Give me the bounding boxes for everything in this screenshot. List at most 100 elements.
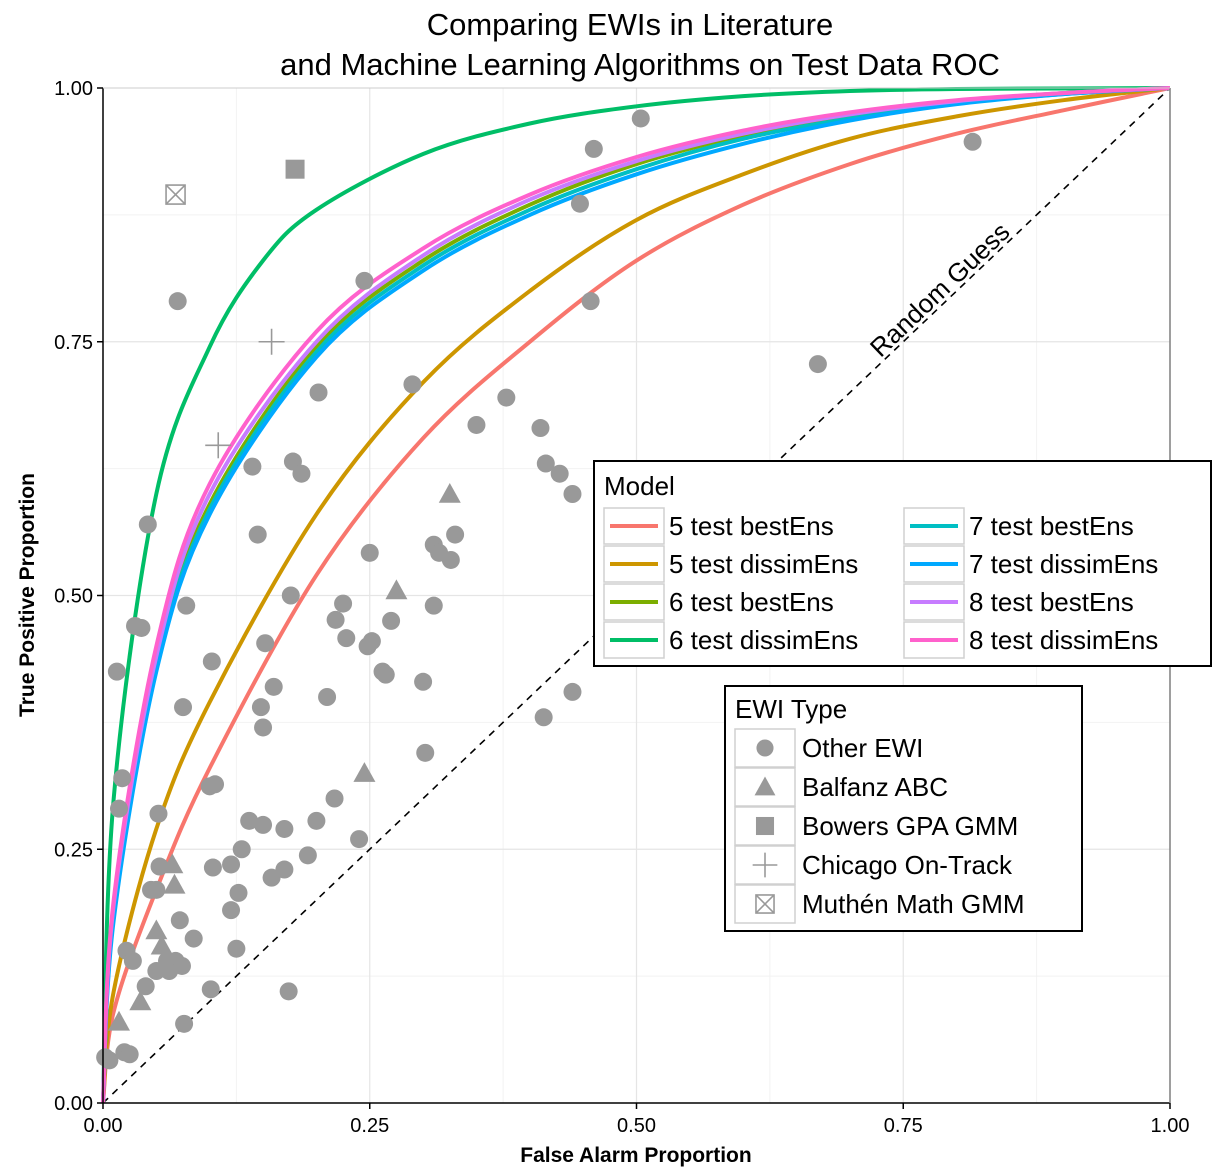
y-tick-label: 1.00 — [54, 78, 93, 100]
ewi-legend-item: Bowers GPA GMM — [734, 806, 1018, 846]
roc-curve-7-test-dissimens — [101, 86, 1171, 1104]
model-legend: Model 5 test bestEns 5 test dissimEns 6 tes… — [593, 460, 1212, 667]
point-other-ewi — [350, 830, 369, 849]
model-legend-item: 7 test dissimEns — [903, 545, 1158, 583]
roc-curve-8-test-dissimens — [101, 86, 1171, 1104]
point-other-ewi — [251, 698, 270, 717]
point-chicago-on-track — [258, 328, 285, 355]
point-other-ewi — [497, 388, 516, 407]
point-other-ewi — [184, 929, 203, 948]
y-tick-label: 0.75 — [54, 332, 93, 354]
point-other-ewi — [326, 610, 345, 629]
ewi-legend-title: EWI Type — [735, 694, 847, 724]
point-other-ewi — [467, 415, 486, 434]
legend-triangle-icon — [754, 776, 776, 796]
title-line-2: and Machine Learning Algorithms on Test … — [280, 47, 1000, 82]
point-other-ewi — [123, 951, 142, 970]
point-other-ewi — [201, 980, 220, 999]
x-tick-label: 1.00 — [1151, 1115, 1190, 1137]
point-other-ewi — [334, 594, 353, 613]
point-other-ewi — [337, 629, 356, 648]
point-other-ewi — [206, 775, 225, 794]
point-other-ewi — [254, 815, 273, 834]
point-other-ewi — [446, 525, 465, 544]
point-other-ewi — [254, 718, 273, 737]
ewi-points — [96, 109, 982, 1070]
ewi-legend-item: Muthén Math GMM — [734, 884, 1025, 924]
point-balfanz-abc — [353, 762, 376, 782]
legend-boxx-icon — [755, 894, 775, 914]
point-other-ewi — [441, 550, 460, 569]
model-legend-item: 8 test dissimEns — [903, 621, 1158, 659]
point-other-ewi — [631, 109, 650, 128]
roc-curve-5-test-dissimens — [101, 86, 1171, 1104]
point-other-ewi — [229, 883, 248, 902]
model-legend-label: 8 test dissimEns — [969, 625, 1158, 655]
model-legend-item: 5 test dissimEns — [603, 545, 858, 583]
point-bowers-gpa-gmm — [285, 159, 305, 179]
point-other-ewi — [536, 454, 555, 473]
roc-curve-6-test-dissimens — [101, 86, 1171, 1104]
point-other-ewi — [534, 708, 553, 727]
point-chicago-on-track — [205, 432, 232, 459]
model-legend-item: 8 test bestEns — [903, 583, 1134, 621]
point-other-ewi — [136, 977, 155, 996]
point-other-ewi — [362, 632, 381, 651]
ewi-legend-item: Chicago On-Track — [734, 845, 1013, 885]
reference-line-layer — [102, 87, 1171, 1104]
point-other-ewi — [808, 355, 827, 374]
point-other-ewi — [243, 457, 262, 476]
point-balfanz-abc — [163, 873, 186, 894]
x-tick-label: 0.25 — [350, 1115, 389, 1137]
point-muthn-math-gmm — [165, 184, 186, 205]
point-other-ewi — [168, 292, 187, 311]
point-other-ewi — [416, 743, 435, 762]
legend-square-icon — [755, 816, 775, 836]
ewi-legend-item: Balfanz ABC — [734, 767, 948, 807]
point-other-ewi — [147, 880, 166, 899]
model-legend-title: Model — [604, 471, 675, 501]
point-other-ewi — [307, 811, 326, 830]
point-other-ewi — [355, 271, 374, 290]
point-other-ewi — [174, 698, 193, 717]
point-other-ewi — [382, 611, 401, 630]
point-other-ewi — [138, 515, 157, 534]
point-other-ewi — [170, 911, 189, 930]
x-tick-label: 0.75 — [884, 1115, 923, 1137]
point-other-ewi — [424, 596, 443, 615]
point-other-ewi — [202, 652, 221, 671]
point-balfanz-abc — [150, 934, 173, 955]
random-guess-line — [102, 87, 1171, 1104]
point-other-ewi — [292, 464, 311, 483]
point-other-ewi — [110, 799, 129, 818]
ewi-legend-label: Balfanz ABC — [802, 772, 948, 802]
point-other-ewi — [172, 956, 191, 975]
point-other-ewi — [222, 855, 241, 874]
point-other-ewi — [563, 485, 582, 503]
model-legend-item: 6 test bestEns — [603, 583, 834, 621]
model-legend-label: 6 test dissimEns — [669, 625, 858, 655]
point-other-ewi — [318, 688, 337, 706]
point-balfanz-abc — [385, 579, 408, 600]
point-other-ewi — [550, 464, 569, 483]
model-legend-item: 6 test dissimEns — [603, 621, 858, 659]
ewi-legend-label: Muthén Math GMM — [802, 889, 1025, 919]
point-other-ewi — [149, 804, 168, 823]
point-other-ewi — [203, 858, 222, 877]
legend-circle-icon — [756, 739, 774, 757]
point-other-ewi — [963, 132, 982, 151]
point-other-ewi — [281, 586, 300, 605]
model-legend-label: 7 test dissimEns — [969, 549, 1158, 579]
legend-plus-icon — [752, 852, 778, 878]
point-balfanz-abc — [108, 1010, 131, 1031]
y-tick-label: 0.50 — [54, 586, 93, 608]
point-other-ewi — [298, 846, 317, 865]
point-other-ewi — [360, 543, 379, 562]
model-legend-label: 7 test bestEns — [969, 511, 1134, 541]
point-other-ewi — [325, 789, 344, 808]
point-other-ewi — [262, 868, 281, 887]
ewi-type-legend: EWI Type Other EWI Balfanz ABC Bowers GPA G… — [724, 685, 1083, 932]
model-legend-label: 5 test dissimEns — [669, 549, 858, 579]
point-other-ewi — [275, 819, 294, 838]
